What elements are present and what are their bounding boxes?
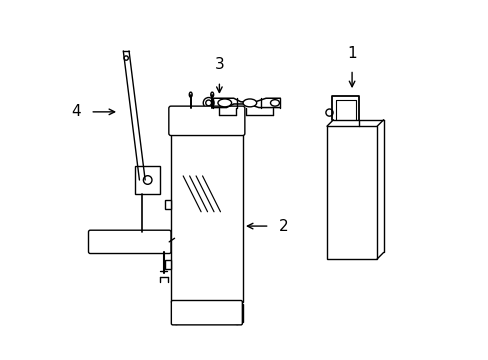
Circle shape — [203, 311, 207, 315]
Circle shape — [173, 318, 179, 324]
Ellipse shape — [210, 92, 213, 97]
Ellipse shape — [218, 99, 231, 107]
Circle shape — [127, 239, 132, 244]
Bar — [171, 134, 242, 302]
Circle shape — [325, 109, 332, 116]
FancyBboxPatch shape — [171, 301, 242, 325]
Bar — [164, 200, 171, 209]
Text: 3: 3 — [214, 57, 224, 72]
Text: 1: 1 — [346, 46, 356, 60]
Text: 4: 4 — [72, 104, 81, 120]
Circle shape — [234, 115, 237, 118]
Text: 2: 2 — [278, 219, 287, 234]
Bar — [326, 126, 376, 259]
Ellipse shape — [243, 99, 256, 107]
FancyBboxPatch shape — [168, 106, 244, 135]
Circle shape — [180, 115, 188, 124]
Circle shape — [143, 176, 152, 184]
Circle shape — [225, 115, 228, 118]
Bar — [196, 304, 242, 322]
Bar — [135, 166, 160, 194]
Circle shape — [205, 100, 211, 106]
Circle shape — [231, 311, 235, 315]
Circle shape — [148, 239, 153, 244]
Circle shape — [234, 318, 240, 324]
FancyBboxPatch shape — [88, 230, 171, 253]
Circle shape — [218, 115, 221, 118]
Circle shape — [222, 115, 224, 118]
Ellipse shape — [270, 100, 279, 106]
Circle shape — [124, 56, 128, 60]
Circle shape — [229, 115, 232, 118]
Circle shape — [217, 311, 221, 315]
Circle shape — [102, 239, 107, 244]
Ellipse shape — [189, 92, 192, 97]
Circle shape — [203, 98, 214, 108]
Bar — [164, 260, 171, 269]
